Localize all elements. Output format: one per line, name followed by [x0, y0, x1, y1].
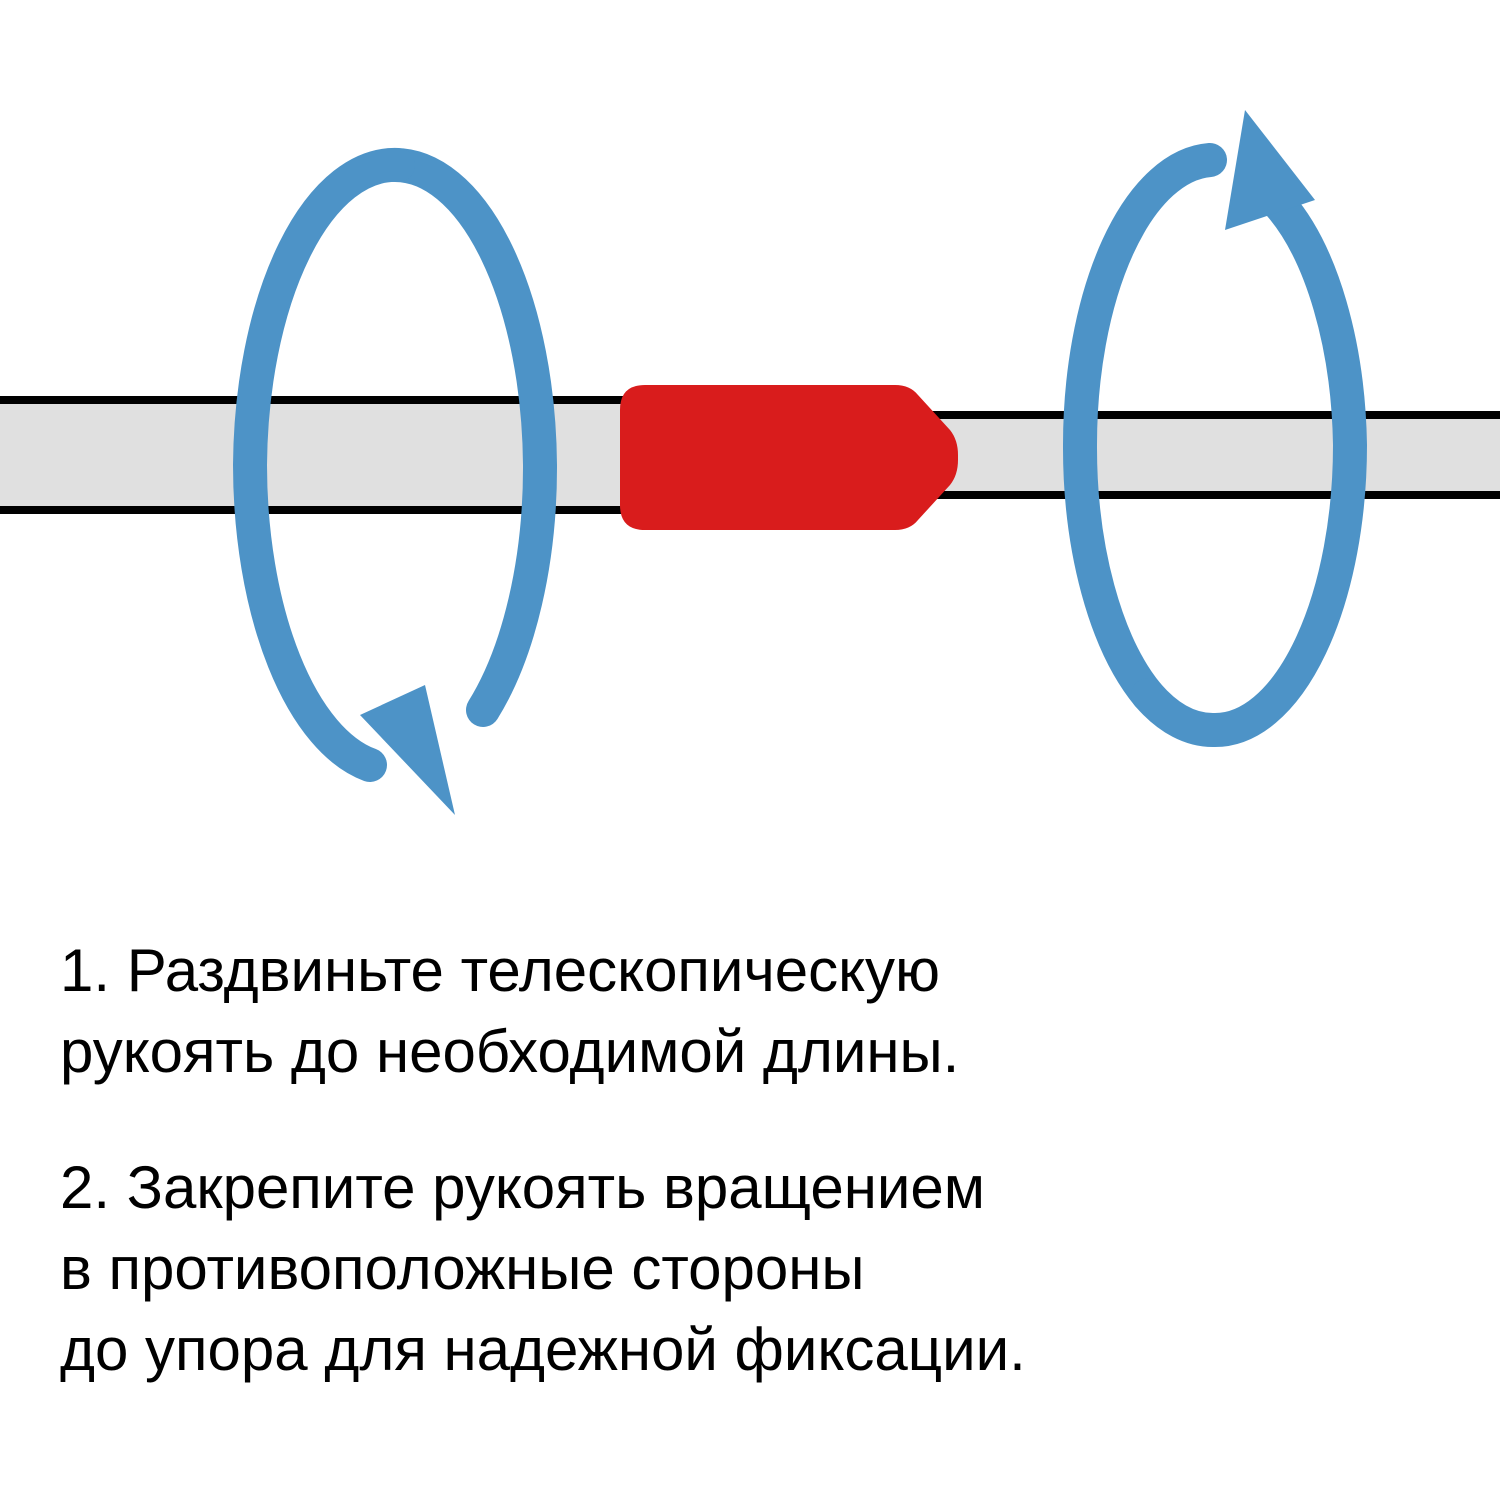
step1-line1: 1. Раздвиньте телескопическую — [60, 937, 940, 1004]
instruction-step-1: 1. Раздвиньте телескопическую рукоять до… — [60, 930, 1440, 1092]
diagram-svg — [0, 0, 1500, 900]
rod-left — [0, 400, 660, 510]
instruction-step-2: 2. Закрепите рукоять вращением в противо… — [60, 1147, 1440, 1390]
rod-right — [930, 415, 1500, 495]
step2-line1: 2. Закрепите рукоять вращением — [60, 1154, 985, 1221]
step2-line2: в противоположные стороны — [60, 1235, 865, 1302]
connector — [620, 385, 958, 530]
diagram-area — [0, 0, 1500, 900]
step1-line2: рукоять до необходимой длины. — [60, 1018, 959, 1085]
instructions: 1. Раздвиньте телескопическую рукоять до… — [60, 930, 1440, 1445]
step2-line3: до упора для надежной фиксации. — [60, 1316, 1026, 1383]
